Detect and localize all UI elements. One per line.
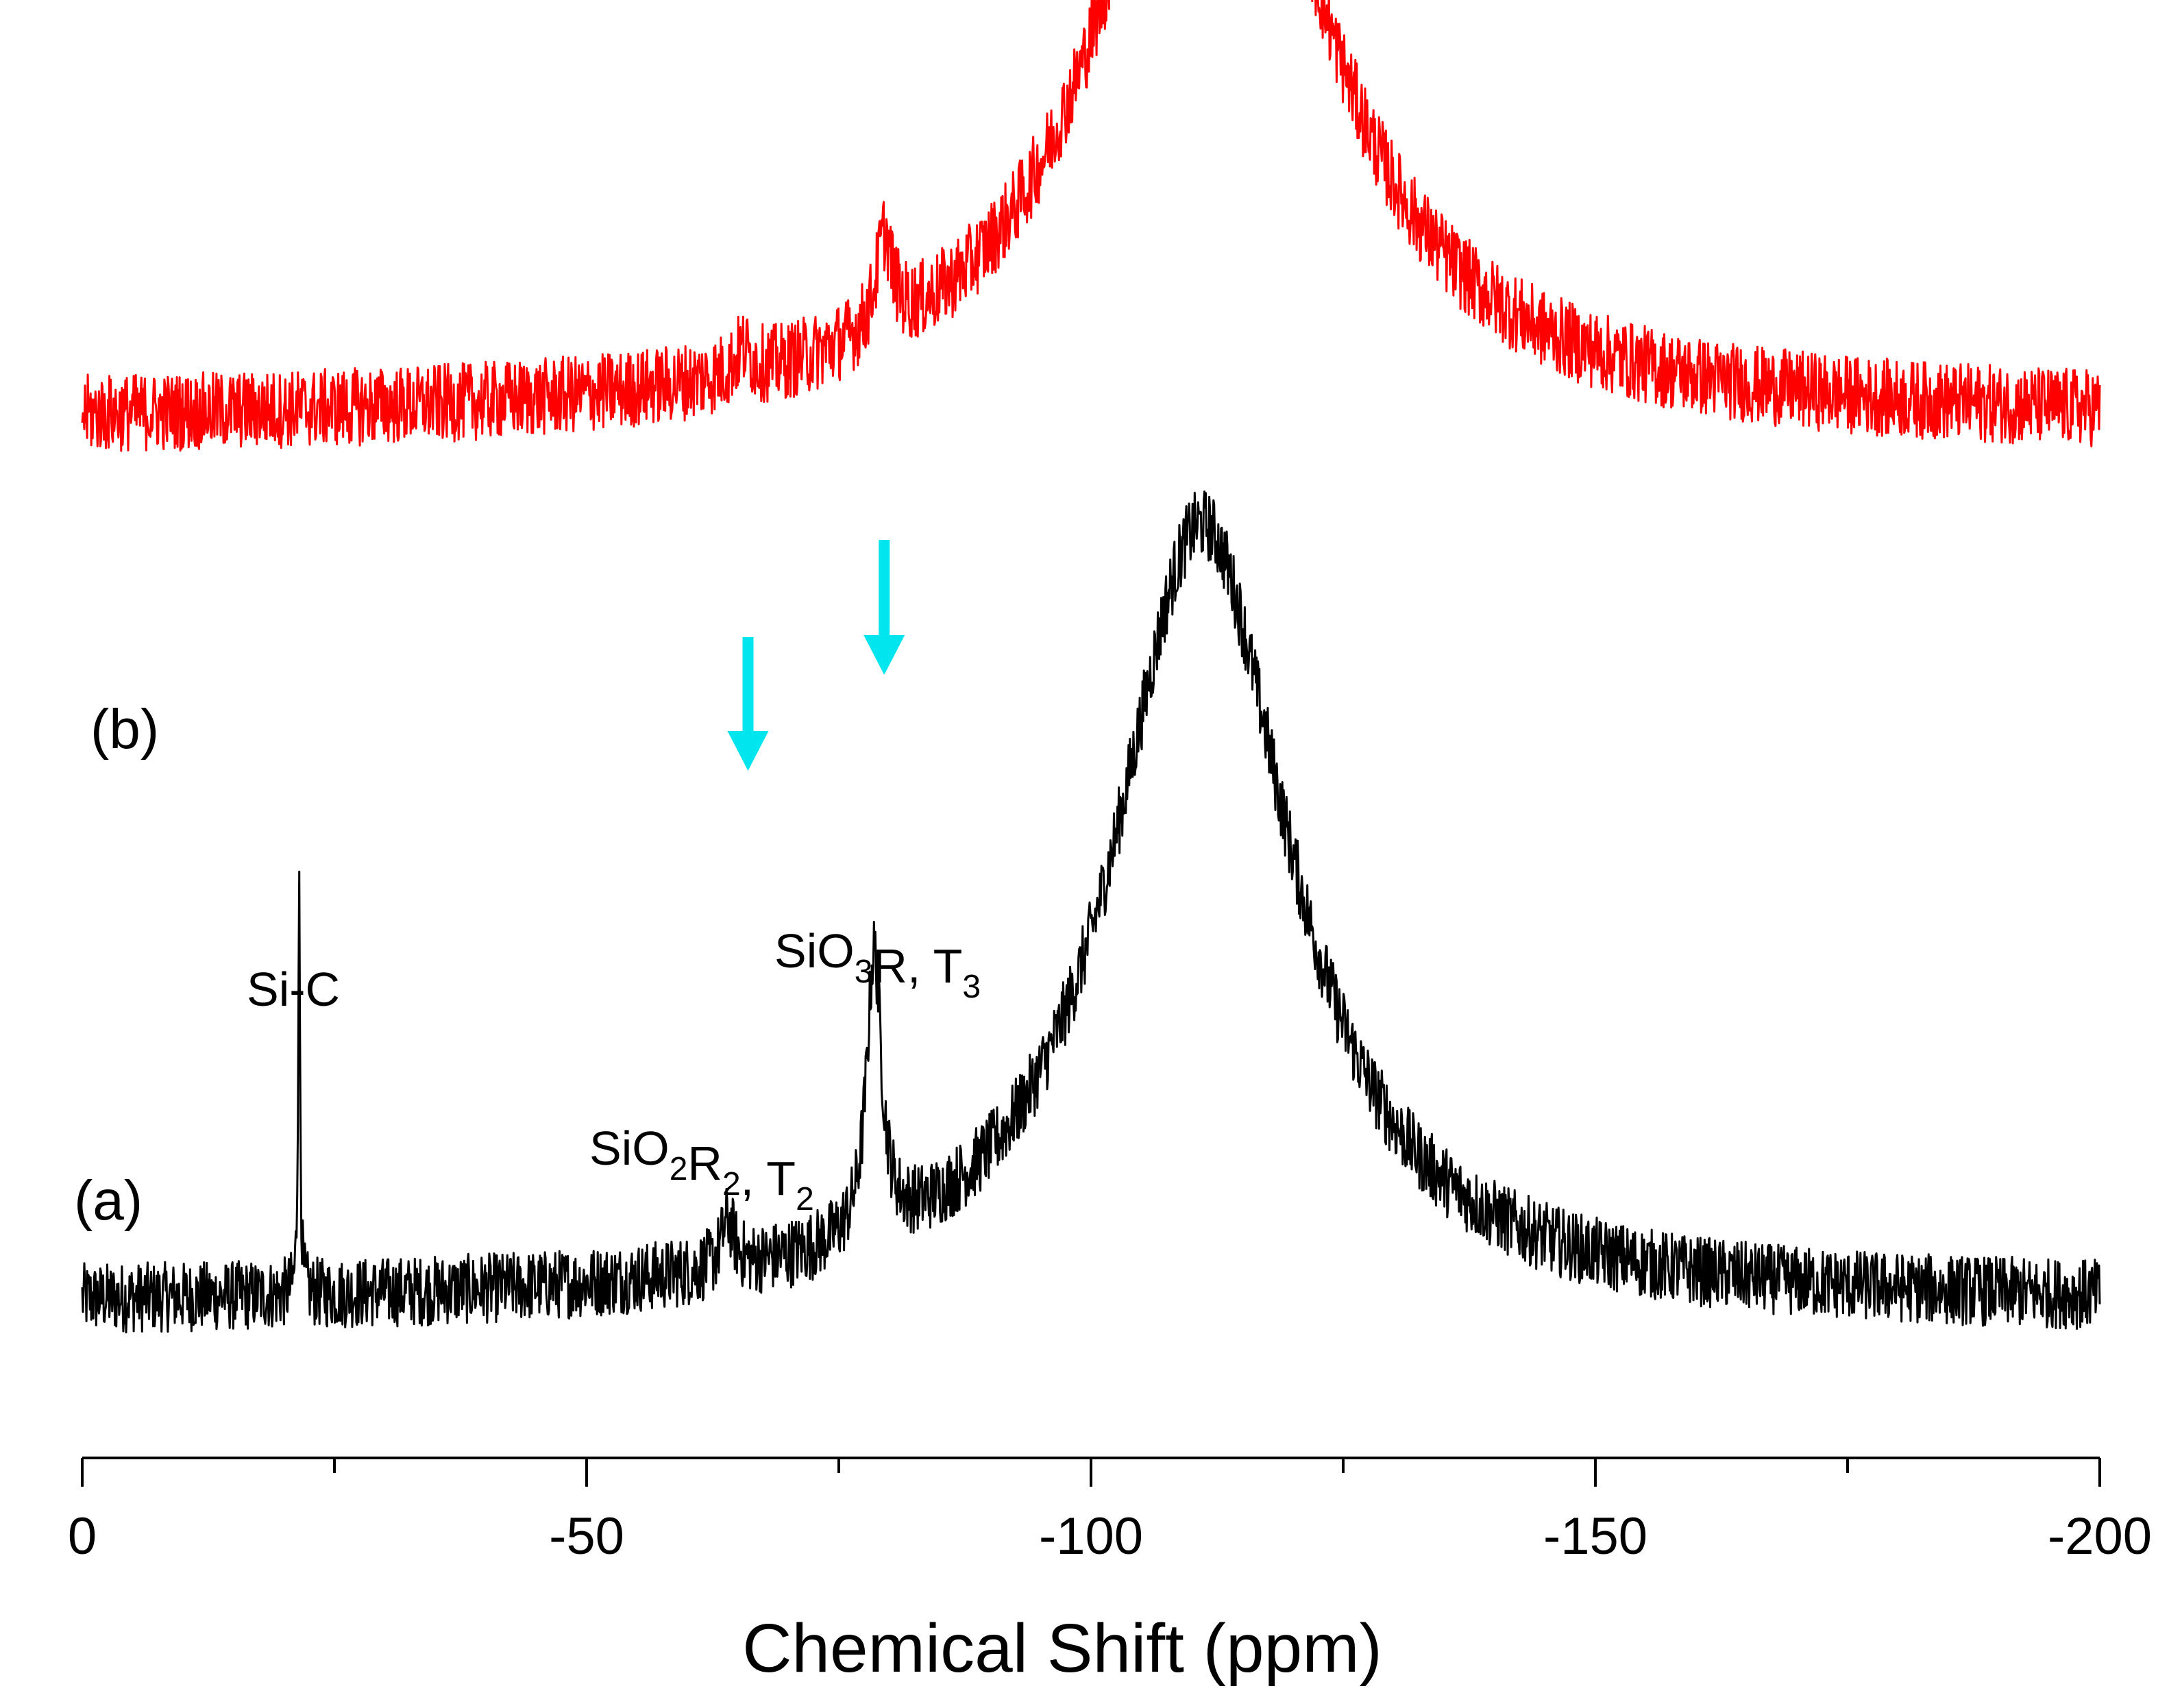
- series-layer: [81, 0, 2101, 1334]
- series-line-a: [81, 490, 2101, 1334]
- arrow-t2: [727, 637, 769, 771]
- x-axis: 0 -50 -100 -150 -200: [68, 1457, 2152, 1565]
- arrow-t3: [863, 540, 905, 675]
- x-tick-label: 0: [68, 1507, 97, 1565]
- x-tick-label: -100: [1039, 1507, 1143, 1565]
- series-line-b: [81, 0, 2101, 452]
- x-tick-label: -50: [549, 1507, 624, 1565]
- x-tick-label: -150: [1543, 1507, 1647, 1565]
- series-label-a: (a): [74, 1169, 143, 1232]
- annotation-si-c: Si-C: [247, 963, 340, 1016]
- annotation-sio2r2-t2: SiO2R2, T2: [589, 1122, 814, 1217]
- annotation-layer: Si-C SiO2R2, T2 SiO3R, T3: [247, 924, 981, 1217]
- annotation-sio3r-t3: SiO3R, T3: [774, 924, 981, 1005]
- x-axis-title: Chemical Shift (ppm): [742, 1610, 1382, 1687]
- arrow-layer: [727, 540, 905, 771]
- series-label-b: (b): [90, 698, 159, 760]
- x-tick-label: -200: [2048, 1507, 2152, 1565]
